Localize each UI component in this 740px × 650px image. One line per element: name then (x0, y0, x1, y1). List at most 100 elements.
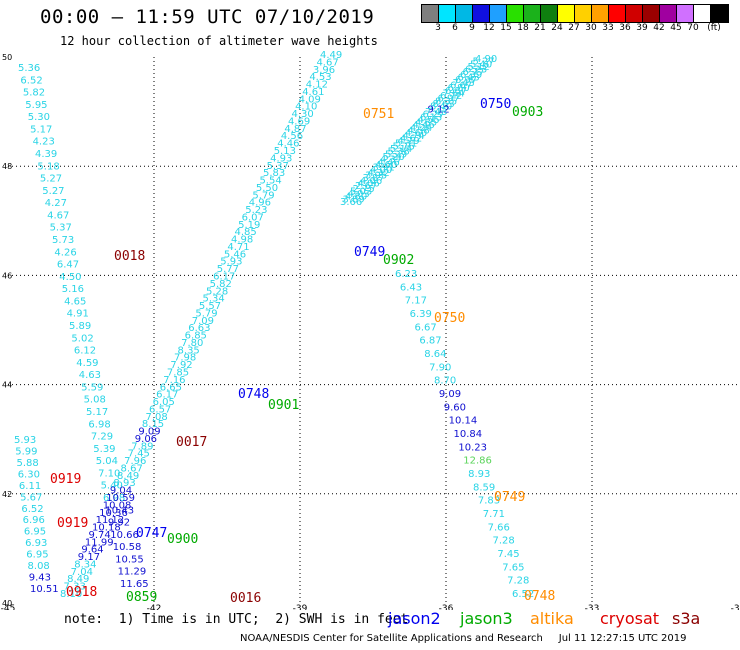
colorbar-label: 30 (585, 23, 597, 33)
wave-height-value: 5.19 (238, 220, 260, 231)
colorbar-label: 45 (670, 23, 682, 33)
wave-height-value: 5.18 (37, 161, 59, 172)
wave-height-value: 5.29 (385, 149, 407, 160)
wave-height-value: 7.85 (167, 367, 189, 378)
wave-height-value: 6.72 (440, 91, 462, 102)
wave-height-value: 4.58 (408, 126, 430, 137)
pass-time-label: 0902 (383, 253, 414, 268)
wave-height-value: 5.16 (62, 284, 84, 295)
wave-height-map: -45-42-39-36-33-30504846444240 5.366.525… (1, 50, 740, 610)
wave-height-value: 3.91 (373, 163, 395, 174)
colorbar-label: 3 (435, 23, 441, 33)
wave-height-value: 5.23 (245, 205, 267, 216)
wave-height-value: 4.03 (348, 189, 370, 200)
wave-height-value: 7.17 (405, 296, 427, 307)
wave-height-value: 4.53 (309, 72, 331, 83)
wave-height-value: 8.40 (430, 102, 452, 113)
wave-height-value: 5.76 (393, 141, 415, 152)
wave-height-value: 4.23 (33, 137, 55, 148)
wave-height-value: 4.67 (316, 57, 338, 68)
wave-height-value: 10.51 (30, 584, 59, 595)
x-tick-label: -39 (293, 604, 308, 610)
wave-height-value: 5.40 (470, 59, 492, 70)
wave-height-value: 7.04 (71, 567, 93, 578)
pass-time-label: 0901 (268, 398, 299, 413)
y-tick-label: 42 (2, 490, 12, 499)
wave-height-value: 4.46 (378, 157, 400, 168)
wave-height-value: 4.37 (380, 155, 402, 166)
wave-height-value: 5.39 (93, 444, 115, 455)
wave-height-value: 4.27 (45, 198, 67, 209)
wave-height-value: 4.62 (400, 133, 422, 144)
wave-height-value: 10.08 (103, 500, 132, 511)
wave-height-value: 8.35 (178, 345, 200, 356)
wave-height-value: 5.59 (81, 382, 103, 393)
wave-height-value: 6.17 (156, 390, 178, 401)
colorbar-swatch (643, 5, 660, 22)
wave-height-value: 4.80 (345, 192, 367, 203)
wave-height-value: 6.07 (242, 212, 264, 223)
wave-height-value: 5.02 (71, 333, 93, 344)
wave-height-value: 9.06 (135, 434, 157, 445)
wave-height-value: 3.89 (343, 194, 365, 205)
y-tick-label: 40 (2, 599, 12, 608)
y-tick-label: 44 (2, 381, 12, 390)
wave-height-value: 2.67 (355, 181, 377, 192)
wave-height-value: 5.04 (96, 456, 118, 467)
wave-height-value: 9.43 (29, 573, 51, 584)
wave-height-value: 7.90 (429, 362, 451, 373)
wave-height-value: 11.99 (85, 537, 114, 548)
wave-height-value: 11.12 (96, 515, 125, 526)
wave-height-value: 10.66 (110, 530, 139, 541)
wave-height-value: 5.12 (468, 62, 490, 73)
x-tick-label: -36 (439, 604, 454, 610)
wave-height-value: 5.95 (25, 100, 47, 111)
pass-time-label: 0900 (167, 532, 198, 547)
pass-time-label: 0859 (126, 590, 157, 605)
wave-height-value: 10.58 (113, 542, 142, 553)
wave-height-value: 6.05 (153, 397, 175, 408)
wave-height-value: 8.64 (424, 349, 446, 360)
pass-time-label: 0919 (50, 472, 81, 487)
wave-height-value: 8.63 (433, 99, 455, 110)
wave-height-value: 12.86 (463, 456, 492, 467)
colorbar (421, 4, 729, 23)
wave-height-value: 4.09 (299, 94, 321, 105)
colorbar-swatch (609, 5, 626, 22)
wave-height-value: 4.32 (368, 168, 390, 179)
wave-height-value: 7.96 (124, 456, 146, 467)
x-tick-label: -42 (147, 604, 162, 610)
wave-height-value: 4.49 (320, 50, 342, 61)
wave-height-value: 4.46 (277, 139, 299, 150)
wave-height-value: 6.23 (465, 65, 487, 76)
wave-height-value: 4.55 (418, 115, 440, 126)
wave-height-value: 3.96 (313, 65, 335, 76)
colorbar-swatch (524, 5, 541, 22)
wave-height-value: 7.83 (478, 496, 500, 507)
wave-height-value: 5.46 (224, 249, 246, 260)
wave-height-value: 4.98 (231, 235, 253, 246)
wave-height-value: 8.67 (121, 463, 143, 474)
pass-time-label: 0747 (136, 526, 167, 541)
wave-height-value: 5.17 (30, 124, 52, 135)
wave-height-value: 4.71 (227, 242, 249, 253)
wave-height-value: 6.96 (23, 515, 45, 526)
wave-height-value: 8.08 (28, 561, 50, 572)
colorbar-label: (ft) (707, 23, 721, 33)
wave-height-value: 5.08 (84, 395, 106, 406)
wave-height-value: 6.95 (24, 527, 46, 538)
wave-height-value: 9.09 (138, 427, 160, 438)
wave-height-value: 5.88 (16, 458, 38, 469)
colorbar-label: 21 (534, 23, 546, 33)
wave-height-value: 7.80 (181, 338, 203, 349)
page-title: 00:00 – 11:59 UTC 07/10/2019 (40, 6, 375, 28)
wave-height-value: 6.93 (25, 538, 47, 549)
wave-height-value: 6.77 (463, 67, 485, 78)
colorbar-label: 27 (568, 23, 580, 33)
wave-height-value: 4.00 (370, 165, 392, 176)
colorbar-swatch (422, 5, 439, 22)
wave-height-value: 5.83 (263, 168, 285, 179)
colorbar-swatch (660, 5, 677, 22)
wave-height-value: 10.43 (105, 505, 134, 516)
